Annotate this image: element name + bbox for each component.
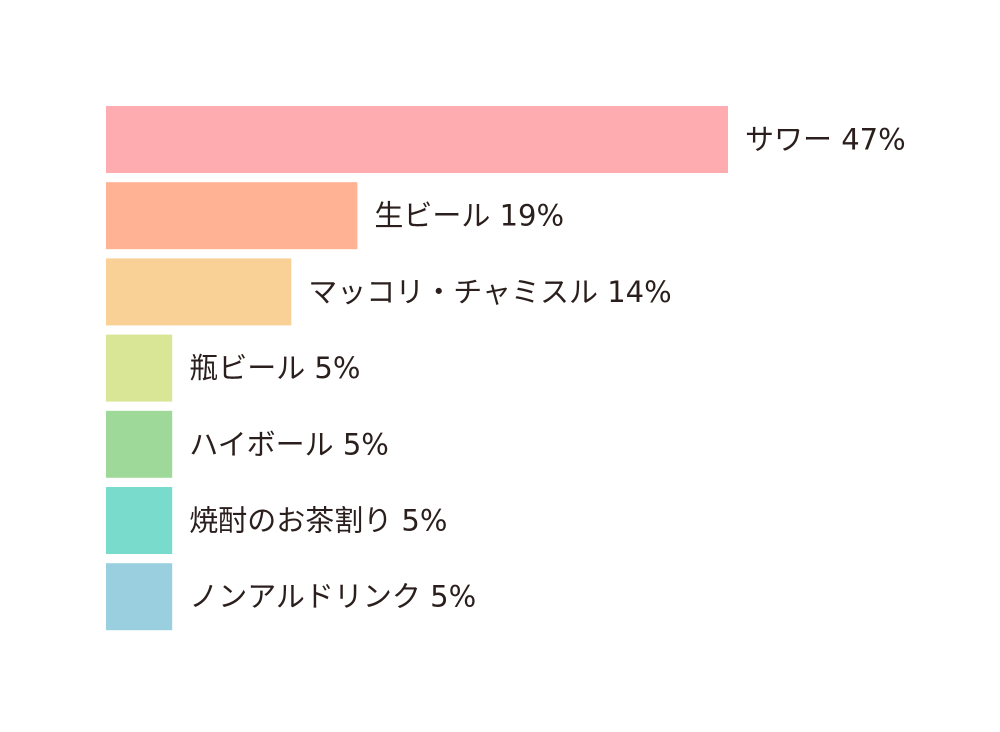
labels-group: サワー 47% 生ビール 19% マッコリ・チャミスル 14% 瓶ビール 5% ハイボー… xyxy=(189,123,905,614)
bar-label-3: マッコリ・チャミスル 14% xyxy=(308,275,671,309)
bar-5 xyxy=(106,410,173,478)
bar-label-2: 生ビール 19% xyxy=(374,199,564,233)
bar-label-6: 焼酎のお茶割り 5% xyxy=(189,504,447,538)
bar-6 xyxy=(106,487,173,554)
bar-3 xyxy=(106,258,292,326)
bar-label-7: ノンアルドリンク 5% xyxy=(189,580,476,614)
bar-7 xyxy=(106,563,173,631)
bar-2 xyxy=(106,182,358,250)
bar-4 xyxy=(106,334,173,402)
bar-label-4: 瓶ビール 5% xyxy=(189,351,360,385)
bar-1 xyxy=(106,106,728,173)
bars-group xyxy=(106,106,728,631)
bar-label-1: サワー 47% xyxy=(745,123,906,157)
bar-label-5: ハイボール 5% xyxy=(189,427,389,461)
